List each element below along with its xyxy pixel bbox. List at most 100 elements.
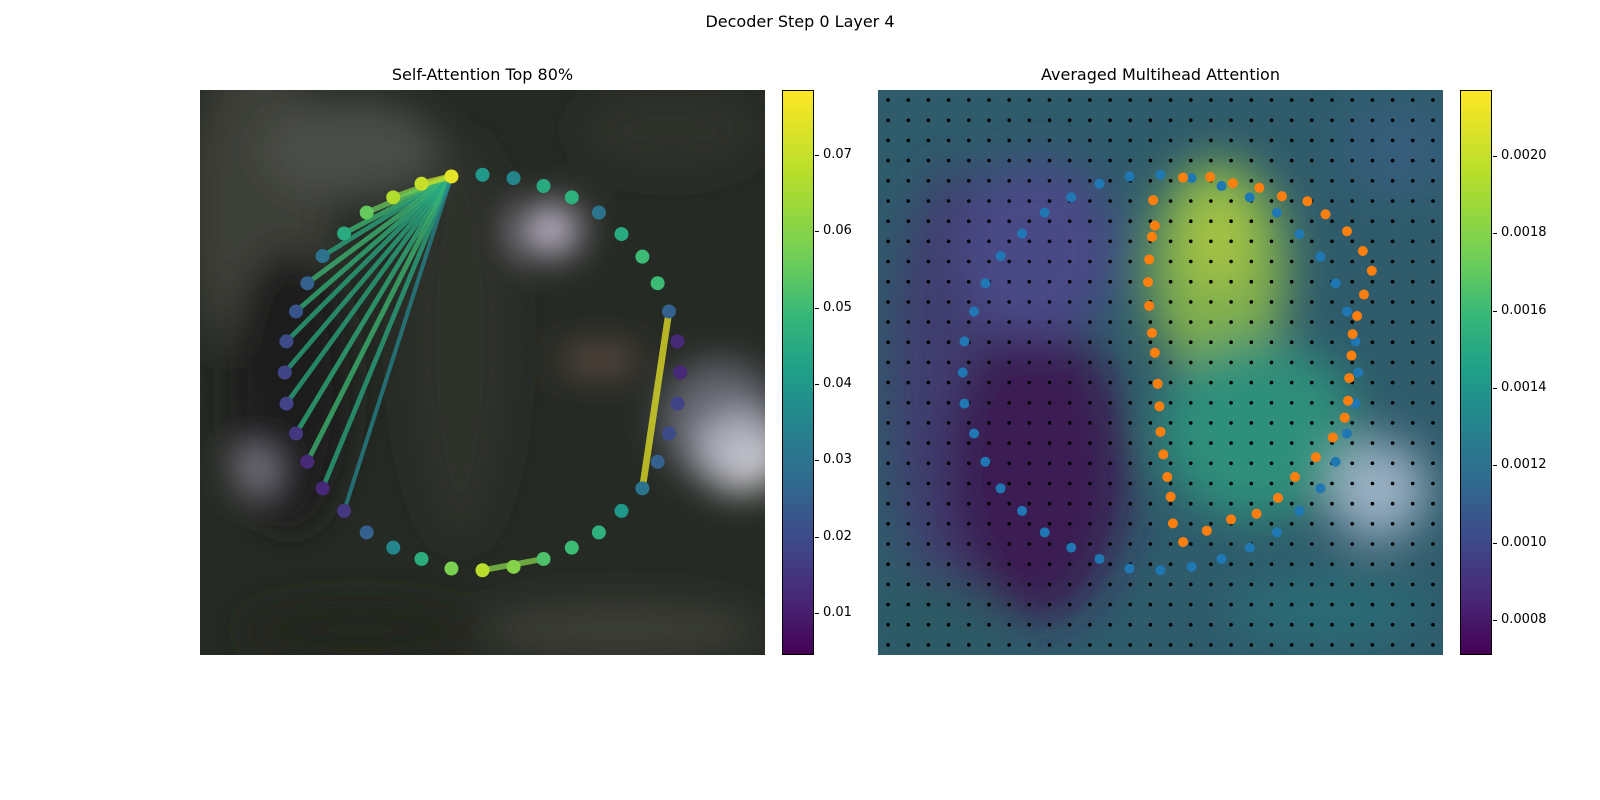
grid-point — [886, 98, 890, 102]
grid-point — [926, 300, 931, 304]
grid-point — [1350, 582, 1354, 587]
grid-point — [987, 98, 991, 102]
grid-point — [1067, 300, 1072, 304]
grid-point — [906, 320, 911, 324]
grid-point — [1189, 219, 1193, 223]
keypoint-marker — [650, 276, 665, 291]
grid-point — [967, 582, 971, 587]
grid-point — [1007, 441, 1011, 445]
grid-point — [926, 199, 931, 203]
grid-point — [1189, 360, 1193, 365]
grid-point — [1168, 622, 1173, 627]
grid-point — [1209, 461, 1213, 466]
grid-point — [1067, 401, 1072, 405]
grid-point — [967, 199, 971, 203]
grid-point — [1108, 542, 1112, 546]
grid-point — [906, 542, 911, 546]
grid-point — [1249, 582, 1254, 587]
grid-point — [1168, 360, 1173, 365]
grid-point — [946, 360, 951, 365]
grid-point — [1289, 481, 1294, 486]
grid-point — [1209, 259, 1213, 264]
grid-point — [1350, 239, 1354, 244]
keypoint-marker — [1227, 178, 1238, 189]
grid-point — [1067, 320, 1072, 324]
grid-point — [1330, 380, 1334, 385]
grid-point — [1310, 138, 1314, 143]
grid-point — [1229, 320, 1233, 324]
grid-point — [1431, 239, 1435, 244]
grid-point — [1431, 643, 1435, 647]
grid-point — [1189, 522, 1193, 526]
grid-point — [1108, 602, 1112, 607]
grid-point — [1027, 340, 1032, 344]
grid-point — [1350, 279, 1354, 284]
grid-point — [1269, 582, 1274, 587]
keypoint-marker — [673, 365, 688, 380]
grid-point — [1108, 562, 1112, 566]
grid-point — [1108, 481, 1112, 486]
grid-point — [1189, 542, 1193, 546]
colorbar-tick-label: 0.0008 — [1501, 612, 1547, 628]
colorbar-tick-mark — [815, 307, 819, 309]
grid-point — [1047, 461, 1052, 466]
grid-point — [1047, 380, 1052, 385]
grid-point — [1168, 602, 1173, 607]
grid-point — [1289, 441, 1294, 445]
grid-point — [926, 582, 931, 587]
grid-point — [1269, 138, 1274, 143]
grid-point — [1027, 481, 1032, 486]
grid-point — [1370, 522, 1375, 526]
grid-point — [967, 179, 971, 183]
grid-point — [1027, 158, 1032, 163]
grid-point — [1209, 138, 1213, 143]
grid-point — [1007, 501, 1011, 506]
grid-point — [1310, 421, 1314, 425]
grid-point — [1249, 380, 1254, 385]
keypoint-marker — [1357, 246, 1368, 257]
grid-point — [1189, 622, 1193, 627]
grid-point — [1330, 622, 1334, 627]
grid-point — [1108, 199, 1112, 203]
grid-point — [1108, 158, 1112, 163]
grid-point — [987, 401, 991, 405]
grid-point — [1128, 279, 1132, 284]
grid-point — [1088, 441, 1092, 445]
grid-point — [1209, 441, 1213, 445]
grid-point — [1027, 622, 1032, 627]
grid-point — [1168, 219, 1173, 223]
grid-point — [1128, 522, 1132, 526]
grid-point — [1168, 562, 1173, 566]
grid-point — [1047, 401, 1052, 405]
grid-point — [906, 380, 911, 385]
grid-point — [1108, 300, 1112, 304]
grid-point — [906, 239, 911, 244]
grid-point — [1350, 98, 1354, 102]
grid-point — [1148, 501, 1153, 506]
grid-point — [987, 259, 991, 264]
grid-point — [1047, 360, 1052, 365]
grid-point — [1209, 320, 1213, 324]
grid-point — [1289, 622, 1294, 627]
grid-point — [1128, 118, 1132, 123]
grid-point — [1108, 320, 1112, 324]
grid-point — [1370, 320, 1375, 324]
grid-point — [967, 259, 971, 264]
grid-point — [1410, 582, 1415, 587]
keypoint-marker — [614, 503, 629, 518]
keypoint-marker — [337, 226, 352, 241]
grid-point — [1108, 582, 1112, 587]
grid-point — [1148, 401, 1153, 405]
grid-point — [926, 158, 931, 163]
keypoint-marker — [564, 190, 579, 205]
grid-point — [1007, 380, 1011, 385]
grid-point — [1047, 118, 1052, 123]
keypoint-marker — [1155, 169, 1166, 180]
grid-point — [1108, 279, 1112, 284]
keypoint-marker — [1143, 277, 1154, 288]
grid-point — [1168, 380, 1173, 385]
keypoint-marker — [444, 561, 459, 576]
grid-point — [1289, 340, 1294, 344]
grid-point — [987, 179, 991, 183]
grid-point — [1370, 300, 1375, 304]
